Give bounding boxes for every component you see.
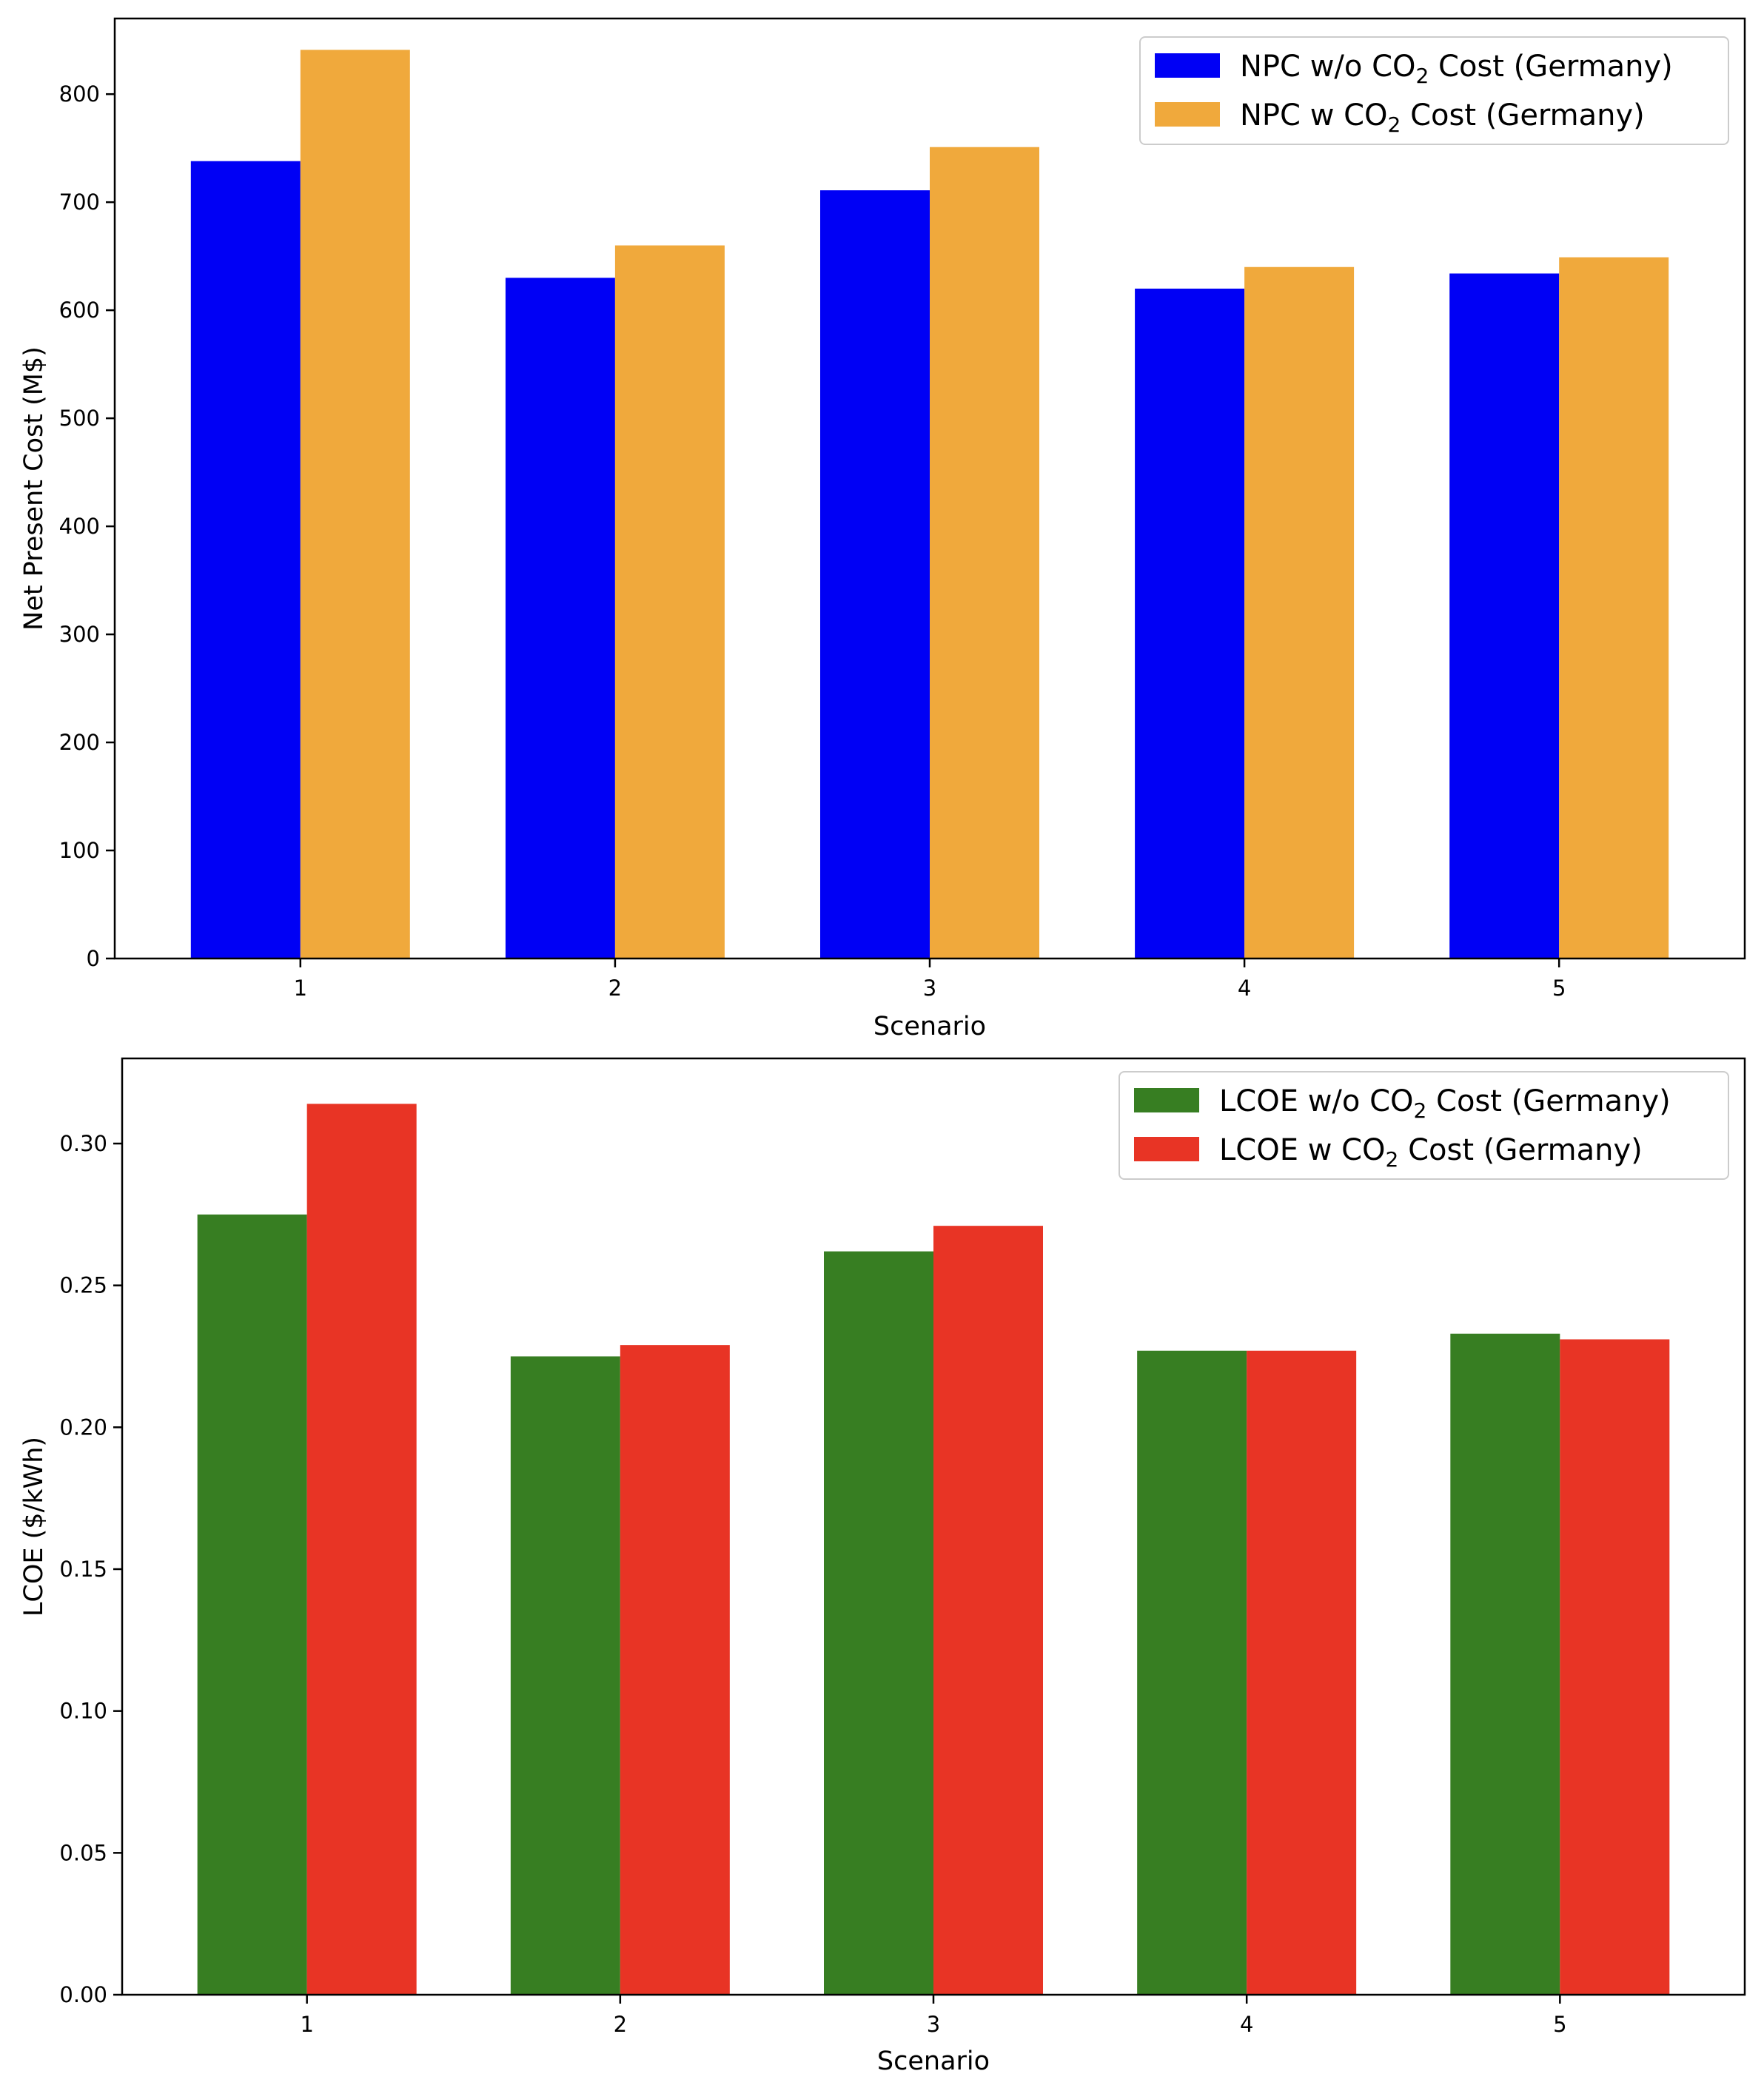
npc-chart: 0 100 200 300 400 500 600 700 800 1 2 3 4 5 Scenario Ne… (19, 17, 1746, 1041)
lcoe-chart: 0.00 0.05 0.10 0.15 0.20 0.25 0.30 1 2 3 4 5 Scenari… (19, 1057, 1746, 2076)
bar (505, 278, 615, 959)
y-tick-label: 0.10 (59, 1699, 107, 1724)
legend-swatch (1134, 1137, 1199, 1161)
bar (306, 1104, 417, 1995)
bar (1449, 273, 1560, 959)
y-tick-label: 100 (59, 838, 100, 863)
x-tick-label: 4 (1240, 2012, 1253, 2037)
y-tick-label: 0.30 (59, 1131, 107, 1156)
legend-entry: LCOE w CO2 Cost (Germany) (1219, 1133, 1643, 1172)
legend-swatch (1155, 102, 1220, 127)
x-axis-label: Scenario (877, 2047, 990, 2076)
bar (824, 1251, 933, 1995)
x-tick-label: 1 (294, 976, 307, 1001)
bar (510, 1356, 620, 1995)
bar (614, 245, 725, 959)
y-tick-label: 0.20 (59, 1414, 107, 1440)
legend-entry: LCOE w/o CO2 Cost (Germany) (1219, 1084, 1671, 1123)
legend: LCOE w/o CO2 Cost (Germany) LCOE w CO2 Co… (1119, 1071, 1729, 1180)
bar (1137, 1350, 1247, 1995)
y-tick-label: 0.25 (59, 1273, 107, 1298)
bar (1560, 1339, 1670, 1995)
y-tick-label: 0.05 (59, 1840, 107, 1865)
x-tick-label: 2 (614, 2012, 627, 2037)
bar (930, 147, 1039, 959)
x-tick-label: 1 (300, 2012, 313, 2037)
bar (1450, 1333, 1560, 1995)
legend-frame (1139, 36, 1729, 145)
x-tick-label: 5 (1552, 976, 1566, 1001)
x-axis-label: Scenario (873, 1012, 986, 1041)
bar (197, 1214, 307, 1995)
legend-entry: NPC w/o CO2 Cost (Germany) (1240, 50, 1673, 88)
x-tick-label: 5 (1553, 2012, 1566, 2037)
bar (620, 1345, 730, 1995)
bar (933, 1226, 1043, 1995)
y-axis-label: Net Present Cost (M$) (19, 346, 49, 631)
legend-swatch (1134, 1088, 1199, 1112)
legend: NPC w/o CO2 Cost (Germany) NPC w CO2 Cost… (1139, 36, 1729, 145)
bar (820, 190, 930, 959)
x-tick-label: 2 (608, 976, 622, 1001)
x-tick-label: 4 (1238, 976, 1251, 1001)
legend-frame (1119, 1071, 1729, 1180)
y-tick-label: 600 (59, 298, 100, 323)
bar (1247, 1350, 1357, 1995)
y-tick-label: 400 (59, 514, 100, 539)
bar (1135, 288, 1245, 959)
x-tick-label: 3 (927, 2012, 940, 2037)
bar (300, 50, 410, 959)
y-tick-label: 800 (59, 81, 100, 107)
y-tick-label: 200 (59, 730, 100, 755)
y-tick-label: 0 (87, 946, 100, 971)
x-tick-label: 3 (923, 976, 936, 1001)
bar (1559, 257, 1669, 959)
y-tick-label: 0.00 (59, 1982, 107, 2007)
legend-entry: NPC w CO2 Cost (Germany) (1240, 98, 1645, 137)
y-axis-label: LCOE ($/kWh) (19, 1437, 49, 1617)
bar (190, 161, 301, 959)
legend-swatch (1155, 53, 1220, 78)
y-tick-label: 500 (59, 406, 100, 431)
bar (1244, 266, 1355, 959)
y-tick-label: 0.15 (59, 1557, 107, 1582)
y-tick-label: 700 (59, 189, 100, 215)
y-tick-label: 300 (59, 622, 100, 647)
